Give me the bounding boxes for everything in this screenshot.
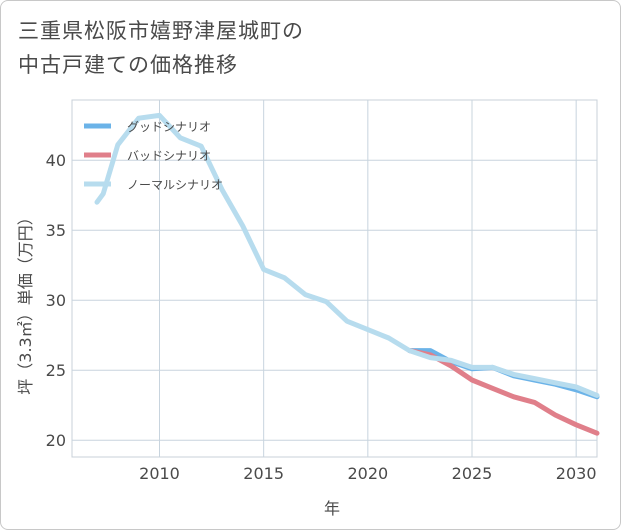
plot-border xyxy=(71,99,598,458)
x-tick-label: 2015 xyxy=(243,464,284,483)
series-line-normal xyxy=(94,112,600,398)
y-axis-title: 坪（3.3㎡）単価（万円） xyxy=(16,209,35,394)
x-axis-title: 年 xyxy=(324,499,340,518)
chart-title: 三重県松阪市嬉野津屋城町の 中古戸建ての価格推移 xyxy=(18,14,304,82)
legend-label-bad: バッドシナリオ xyxy=(127,149,211,163)
legend-label-normal: ノーマルシナリオ xyxy=(127,178,223,192)
y-tick-label: 25 xyxy=(46,361,66,380)
x-tick-label: 2030 xyxy=(556,464,597,483)
chart-title-line1: 三重県松阪市嬉野津屋城町の xyxy=(18,19,304,43)
x-tick-label: 2025 xyxy=(452,464,493,483)
y-tick-label: 20 xyxy=(46,431,66,450)
x-tick-label: 2020 xyxy=(347,464,388,483)
chart-title-line2: 中古戸建ての価格推移 xyxy=(18,53,238,77)
y-tick-label: 40 xyxy=(46,151,66,170)
y-tick-label: 30 xyxy=(46,291,66,310)
x-tick-label: 2010 xyxy=(139,464,180,483)
grid xyxy=(71,99,598,458)
y-tick-label: 35 xyxy=(46,221,66,240)
legend-label-good: グッドシナリオ xyxy=(127,120,211,134)
series-lines xyxy=(94,112,600,436)
series-line-bad xyxy=(407,348,600,436)
